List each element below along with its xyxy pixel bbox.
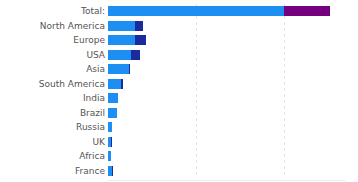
svg-text:North America: North America	[40, 21, 105, 31]
svg-text:India: India	[83, 93, 105, 103]
svg-text:France: France	[75, 166, 105, 176]
svg-text:Russia: Russia	[76, 122, 105, 132]
svg-text:Asia: Asia	[86, 64, 105, 74]
svg-text:Africa: Africa	[79, 151, 105, 161]
svg-text:Brazil: Brazil	[80, 108, 105, 118]
svg-text:USA: USA	[86, 50, 105, 60]
svg-text:South America: South America	[39, 79, 105, 89]
svg-text:Europe: Europe	[73, 35, 105, 45]
svg-text:UK: UK	[93, 137, 107, 147]
svg-text:Total:: Total:	[80, 6, 105, 16]
